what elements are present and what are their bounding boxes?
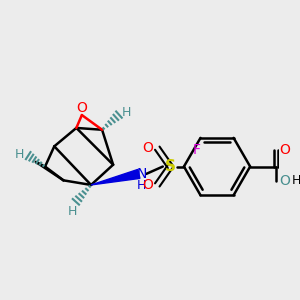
- Text: S: S: [165, 159, 176, 174]
- Text: O: O: [142, 141, 154, 155]
- Text: H: H: [122, 106, 132, 119]
- Text: F: F: [193, 143, 201, 157]
- Text: O: O: [76, 101, 87, 115]
- Text: N: N: [136, 167, 147, 181]
- Text: O: O: [280, 143, 290, 157]
- Text: O: O: [142, 178, 154, 192]
- Text: O: O: [280, 174, 290, 188]
- Text: H: H: [68, 205, 77, 218]
- Text: H: H: [291, 174, 300, 187]
- Polygon shape: [91, 169, 140, 185]
- Text: H: H: [15, 148, 24, 161]
- Text: H: H: [137, 179, 146, 192]
